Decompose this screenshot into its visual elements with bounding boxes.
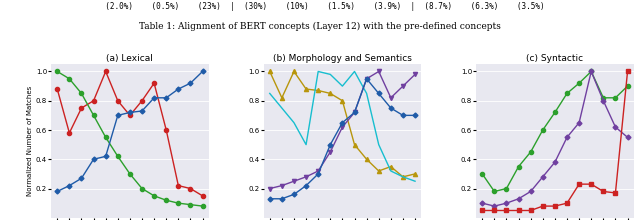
Title: (b) Morphology and Semantics: (b) Morphology and Semantics [273, 54, 412, 63]
Y-axis label: Normalized Number of Matches: Normalized Number of Matches [27, 86, 33, 196]
Text: Table 1: Alignment of BERT concepts (Layer 12) with the pre-defined concepts: Table 1: Alignment of BERT concepts (Lay… [139, 22, 501, 31]
Text: (2.0%)    (0.5%)    (23%)  |  (30%)    (10%)    (1.5%)    (3.9%)  |  (8.7%)    (: (2.0%) (0.5%) (23%) | (30%) (10%) (1.5%)… [96, 2, 544, 11]
Title: (a) Lexical: (a) Lexical [106, 54, 154, 63]
Title: (c) Syntactic: (c) Syntactic [526, 54, 584, 63]
